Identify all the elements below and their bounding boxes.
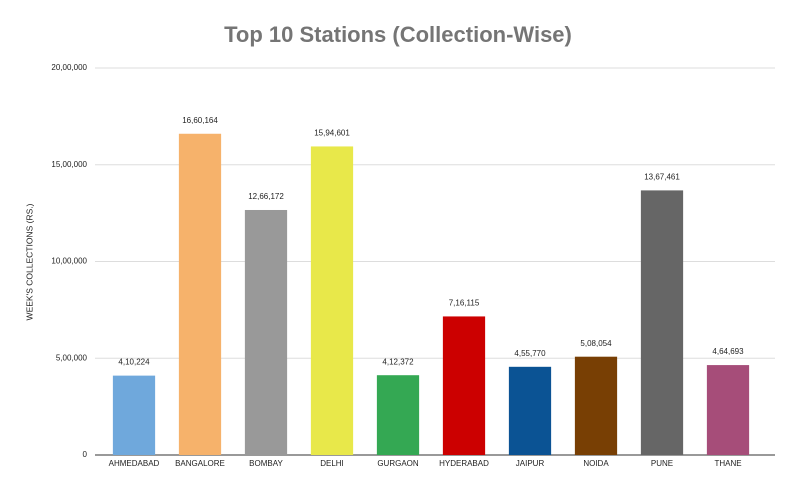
bar: [244, 209, 288, 455]
x-tick-label: DELHI: [320, 459, 344, 468]
chart-title: Top 10 Stations (Collection-Wise): [224, 22, 572, 47]
x-tick-label: PUNE: [651, 459, 673, 468]
x-tick-label: AHMEDABAD: [109, 459, 160, 468]
y-tick-label: 10,00,000: [51, 257, 87, 266]
x-tick-label: GURGAON: [377, 459, 419, 468]
bar: [706, 365, 750, 455]
x-tick-label: NOIDA: [583, 459, 609, 468]
bar: [574, 356, 618, 455]
y-axis-title: WEEK'S COLLECTIONS (RS.): [24, 203, 34, 320]
value-label: 13,67,461: [644, 173, 680, 182]
bar: [112, 375, 156, 455]
x-tick-label: HYDERABAD: [439, 459, 489, 468]
value-label: 15,94,601: [314, 129, 350, 138]
bar: [640, 190, 684, 455]
x-tick-label: JAIPUR: [516, 459, 545, 468]
value-label: 4,55,770: [514, 349, 546, 358]
y-tick-label: 0: [83, 450, 88, 459]
x-tick-label: BANGALORE: [175, 459, 225, 468]
value-label: 16,60,164: [182, 116, 218, 125]
bar: [178, 133, 222, 455]
y-tick-label: 15,00,000: [51, 160, 87, 169]
value-label: 4,64,693: [712, 347, 744, 356]
x-tick-label: BOMBAY: [249, 459, 283, 468]
x-tick-label: THANE: [714, 459, 741, 468]
value-label: 5,08,054: [580, 339, 612, 348]
bar: [376, 375, 420, 455]
value-label: 7,16,115: [449, 299, 480, 308]
y-tick-label: 20,00,000: [51, 63, 87, 72]
value-label: 4,10,224: [118, 358, 150, 367]
bar: [442, 316, 486, 455]
value-label: 4,12,372: [382, 357, 414, 366]
y-tick-label: 5,00,000: [56, 353, 88, 362]
value-label: 12,66,172: [248, 192, 284, 201]
bar: [508, 366, 552, 455]
bar: [310, 146, 354, 455]
